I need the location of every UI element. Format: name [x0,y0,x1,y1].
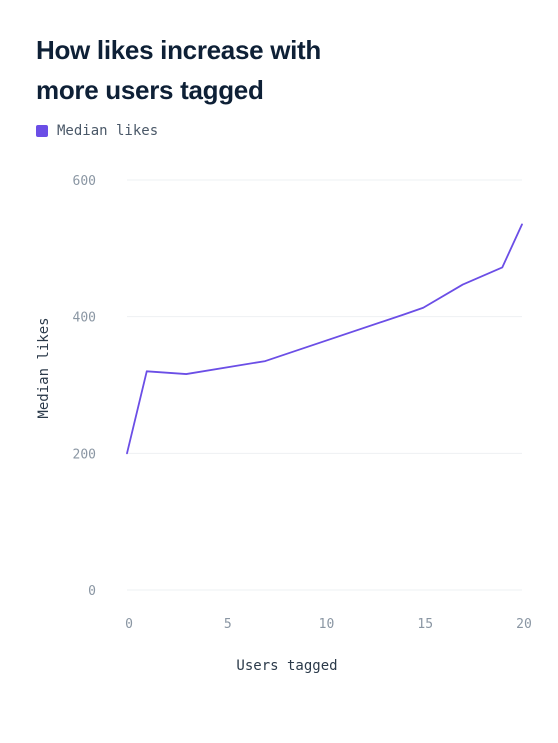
legend-swatch [36,125,48,137]
chart-title: How likes increase with more users tagge… [36,35,321,105]
y-tick-label: 600 [73,174,96,189]
legend-label: Median likes [57,123,159,139]
y-tick-label: 200 [73,447,96,462]
x-tick-label: 15 [417,617,433,632]
y-tick-label: 400 [73,311,96,326]
series-line [126,223,523,455]
x-tick-label: 0 [125,617,133,632]
x-tick-label: 5 [224,617,232,632]
x-tick-label: 20 [516,617,532,632]
legend: Median likes [36,123,158,139]
series-group [126,223,523,455]
x-tick-label: 10 [319,617,335,632]
y-tick-label: 0 [88,584,96,599]
grid-lines [127,179,522,591]
y-axis-ticks: 0 200 400 600 [73,174,96,599]
y-axis-title: Median likes [36,317,52,418]
x-axis-ticks: 0 5 10 15 20 [125,617,532,632]
x-axis-title: Users tagged [236,658,337,674]
